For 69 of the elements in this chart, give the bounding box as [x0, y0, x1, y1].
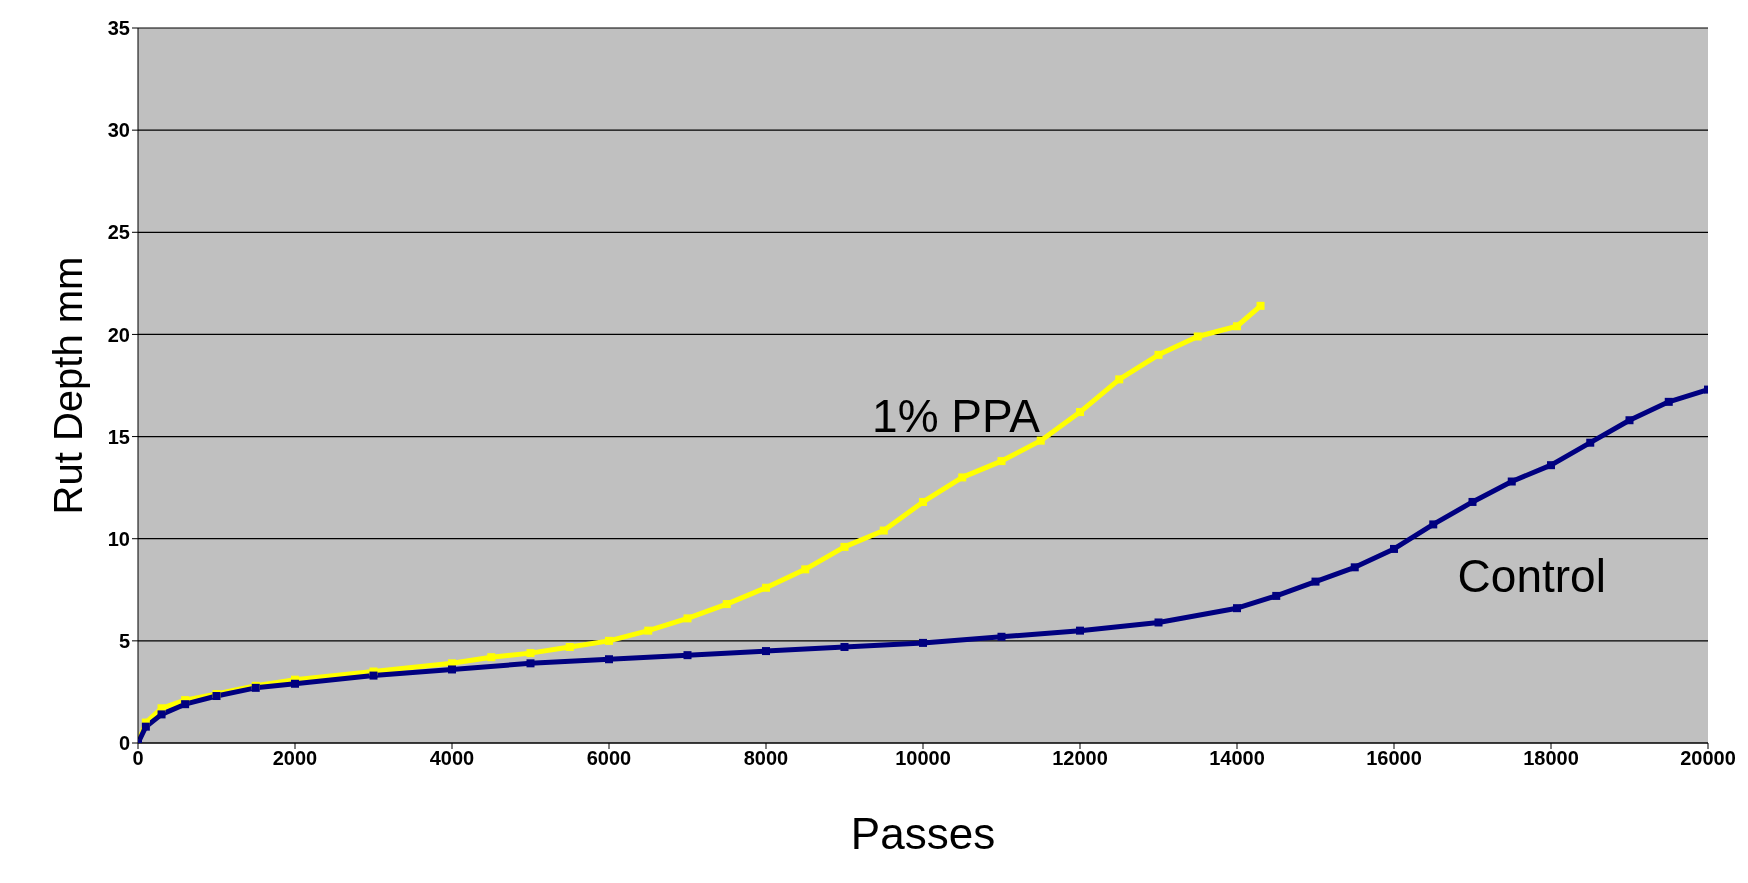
point	[605, 636, 613, 645]
point	[919, 497, 927, 506]
point	[1625, 416, 1634, 425]
y-tick-label: 0	[118, 732, 130, 755]
point	[762, 583, 770, 592]
x-tick-label: 0	[132, 747, 144, 770]
y-tick-label: 15	[107, 425, 130, 448]
point	[1507, 477, 1516, 486]
point	[683, 614, 692, 623]
point	[1272, 591, 1281, 600]
point	[181, 700, 190, 709]
point	[1193, 332, 1202, 341]
point	[1233, 322, 1241, 331]
point	[1547, 461, 1555, 470]
series-label: 1% PPA	[872, 390, 1041, 443]
x-tick-label: 12000	[1052, 747, 1108, 770]
x-tick-label: 16000	[1366, 747, 1422, 770]
x-tick-label: 6000	[586, 747, 632, 770]
point	[1036, 436, 1045, 445]
point	[644, 626, 653, 635]
point	[840, 542, 849, 551]
point	[1233, 604, 1241, 613]
point	[1429, 520, 1438, 529]
x-tick-label: 20000	[1680, 747, 1736, 770]
point	[1311, 577, 1320, 586]
point	[141, 722, 150, 731]
point	[997, 457, 1006, 466]
point	[997, 632, 1006, 641]
point	[487, 653, 496, 662]
x-tick-label: 2000	[272, 747, 318, 770]
point	[722, 600, 731, 609]
point	[958, 473, 967, 482]
x-tick-label: 8000	[743, 747, 789, 770]
x-tick-label: 4000	[429, 747, 475, 770]
point	[1256, 301, 1265, 310]
point	[605, 655, 613, 664]
point	[526, 649, 535, 658]
point	[369, 671, 378, 680]
x-tick-label: 14000	[1209, 747, 1265, 770]
point	[1468, 497, 1477, 506]
point	[1076, 626, 1084, 635]
y-tick-label: 20	[107, 323, 130, 346]
point	[1390, 544, 1398, 553]
x-tick-label: 18000	[1523, 747, 1579, 770]
y-tick-label: 30	[107, 119, 130, 142]
point	[1586, 438, 1595, 447]
y-axis-title: Rut Depth mm	[46, 256, 91, 515]
series-label: Control	[1457, 549, 1606, 602]
point	[1350, 563, 1359, 572]
point	[762, 647, 770, 656]
point	[1154, 618, 1163, 627]
point	[683, 651, 692, 660]
point	[1076, 408, 1084, 417]
point	[879, 526, 888, 535]
point	[1154, 350, 1163, 359]
point	[1115, 375, 1124, 384]
x-axis-title: Passes	[850, 809, 996, 859]
point	[526, 659, 535, 668]
point	[1664, 397, 1673, 406]
point	[291, 679, 299, 688]
y-tick-label: 35	[107, 17, 130, 40]
y-tick-label: 5	[118, 629, 130, 652]
x-tick-label: 10000	[895, 747, 951, 770]
point	[448, 665, 456, 674]
point	[157, 710, 166, 719]
y-tick-label: 10	[107, 527, 130, 550]
y-tick-label: 25	[107, 221, 130, 244]
point	[919, 638, 927, 647]
point	[801, 565, 810, 574]
